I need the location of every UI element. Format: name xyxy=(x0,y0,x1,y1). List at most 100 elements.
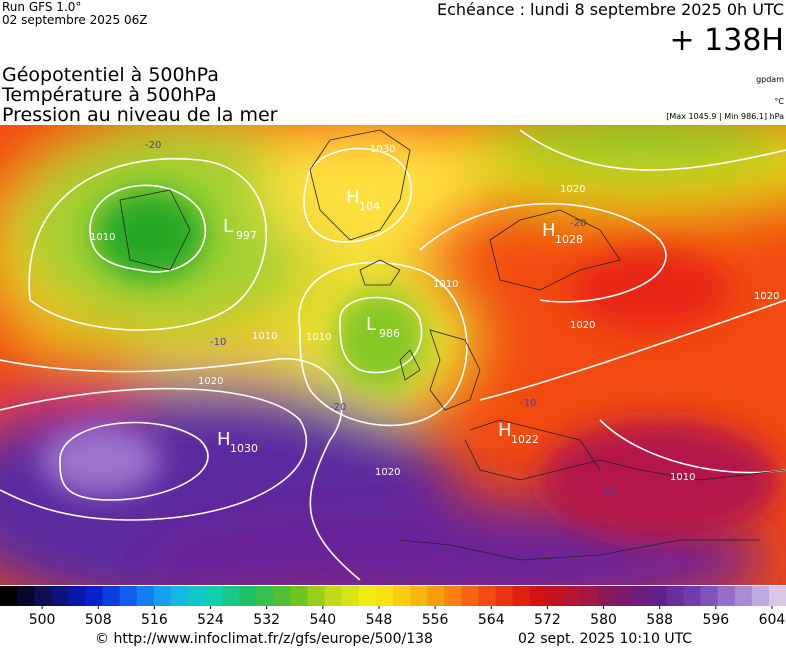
generation-time: 02 sept. 2025 10:10 UTC xyxy=(518,631,692,647)
colorbar-swatch xyxy=(0,586,18,606)
colorbar-swatch xyxy=(768,586,786,606)
unit-label: gpdam xyxy=(756,75,784,84)
colorbar-swatch xyxy=(51,586,69,606)
pressure-center-kind: L xyxy=(223,216,233,237)
colorbar-tick-label: 564 xyxy=(478,612,505,628)
colorbar-swatch xyxy=(119,586,138,606)
colorbar-swatch xyxy=(375,586,394,606)
isobar-label: 1010 xyxy=(90,232,115,243)
colorbar-swatch xyxy=(649,586,667,606)
colorbar-tick-label: 580 xyxy=(590,612,617,628)
temperature-label: -20 xyxy=(330,402,346,413)
colorbar-tick-label: 540 xyxy=(309,612,336,628)
colorbar-swatch xyxy=(751,586,770,606)
isobar-label: 1020 xyxy=(570,320,595,331)
colorbar-swatch xyxy=(341,586,360,606)
pressure-center-value: 986 xyxy=(379,327,400,340)
isobar-label: 1010 xyxy=(670,472,695,483)
colorbar-tick-label: 548 xyxy=(366,612,393,628)
title-line: Pression au niveau de la mer xyxy=(2,104,278,126)
run-date: 02 septembre 2025 06Z xyxy=(2,13,147,27)
title-line: Géopotentiel à 500hPa xyxy=(2,64,219,86)
colorbar-swatch xyxy=(170,586,189,606)
colorbar-swatch xyxy=(290,586,309,606)
temperature-cores xyxy=(40,190,780,540)
colorbar-swatch xyxy=(563,586,582,606)
colorbar-swatch xyxy=(324,586,343,606)
colorbar-swatch xyxy=(717,586,736,606)
unit-label: [Max 1045.9 | Min 986.1] hPa xyxy=(666,112,784,121)
source-credit: © http://www.infoclimat.fr/z/gfs/europe/… xyxy=(95,631,433,647)
colorbar-swatch xyxy=(153,586,172,606)
pressure-center-kind: H xyxy=(217,429,231,450)
temperature-label: -10 xyxy=(600,487,616,498)
unit-label: °C xyxy=(774,97,784,106)
colorbar-swatch xyxy=(410,586,428,606)
colorbar-swatch xyxy=(427,586,445,606)
colorbar-swatch xyxy=(700,586,719,606)
temperature-label: -10 xyxy=(520,398,536,409)
colorbar-swatch xyxy=(683,586,702,606)
isobar-label: 1030 xyxy=(370,144,395,155)
colorbar-swatch xyxy=(205,586,223,606)
pressure-center-value: 1030 xyxy=(230,442,258,455)
colorbar: 500 508 516 524 532 540 548 556 564 572 580 588 596 6… xyxy=(0,586,786,628)
colorbar-tick-label: 532 xyxy=(253,612,280,628)
colorbar-tick-label: 524 xyxy=(197,612,224,628)
forecast-offset: + 138H xyxy=(670,23,785,58)
colorbar-swatch xyxy=(495,586,514,606)
colorbar-swatch xyxy=(17,586,35,606)
colorbar-swatch xyxy=(615,586,633,606)
valid-time: Echéance : lundi 8 septembre 2025 0h UTC xyxy=(437,0,784,19)
colorbar-swatch xyxy=(529,586,548,606)
colorbar-swatch xyxy=(68,586,86,606)
temperature-label: -10 xyxy=(210,337,226,348)
colorbar-tick-label: 556 xyxy=(422,612,449,628)
colorbar-tick-label: 596 xyxy=(702,612,729,628)
colorbar-swatch xyxy=(734,586,753,606)
colorbar-tick-label: 604 xyxy=(759,612,786,628)
colorbar-swatch xyxy=(478,586,497,606)
isobar-label: 1010 xyxy=(433,279,458,290)
pressure-center-kind: H xyxy=(498,420,512,441)
colorbar-swatch xyxy=(444,586,462,606)
colorbar-swatch xyxy=(273,586,291,606)
colorbar-swatch xyxy=(632,586,650,606)
colorbar-swatch xyxy=(307,586,326,606)
colorbar-swatch xyxy=(598,586,616,606)
colorbar-swatch xyxy=(187,586,206,606)
colorbar-swatch xyxy=(461,586,479,606)
colorbar-swatch xyxy=(239,586,257,606)
colorbar-swatch xyxy=(85,586,104,606)
header: Run GFS 1.0° 02 septembre 2025 06Z Echéa… xyxy=(1,0,784,126)
colorbar-tick-label: 516 xyxy=(141,612,168,628)
colorbar-swatch xyxy=(666,586,684,606)
temperature-label: -20 xyxy=(570,218,586,229)
isobar-label: 1010 xyxy=(306,332,331,343)
colorbar-swatch xyxy=(102,586,121,606)
colorbar-swatch xyxy=(34,586,52,606)
colorbar-swatch xyxy=(512,586,531,606)
colorbar-swatch xyxy=(546,586,565,606)
pressure-center-value: 1022 xyxy=(511,433,539,446)
colorbar-tick-label: 588 xyxy=(646,612,673,628)
colorbar-swatch xyxy=(222,586,240,606)
temperature-label: -20 xyxy=(145,140,161,151)
isobars xyxy=(0,129,786,581)
pressure-center-value: 1028 xyxy=(555,233,583,246)
colorbar-swatch xyxy=(580,586,599,606)
pressure-center-value: 997 xyxy=(236,229,257,242)
colorbar-tick-label: 572 xyxy=(534,612,561,628)
colorbar-swatch xyxy=(136,586,155,606)
pressure-center-kind: L xyxy=(366,314,376,335)
colorbar-swatch xyxy=(358,586,377,606)
map-field xyxy=(0,125,786,585)
isobar-label: 1020 xyxy=(198,376,223,387)
colorbar-swatch xyxy=(256,586,274,606)
run-label: Run GFS 1.0° xyxy=(2,0,81,14)
pressure-center-kind: H xyxy=(346,187,360,208)
colorbar-tick-label: 508 xyxy=(85,612,112,628)
title-line: Température à 500hPa xyxy=(1,84,217,106)
